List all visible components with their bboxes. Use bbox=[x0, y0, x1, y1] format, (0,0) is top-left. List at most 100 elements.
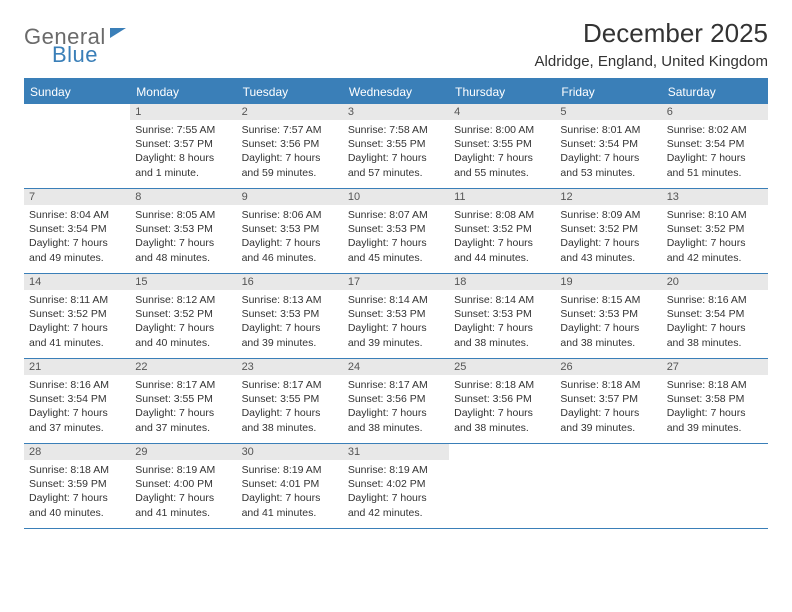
page-header: General December 2025 Aldridge, England,… bbox=[24, 18, 768, 70]
day-sunrise: Sunrise: 8:07 AM bbox=[348, 208, 444, 222]
day-cell: 25Sunrise: 8:18 AMSunset: 3:56 PMDayligh… bbox=[449, 359, 555, 443]
day-cell: 8Sunrise: 8:05 AMSunset: 3:53 PMDaylight… bbox=[130, 189, 236, 273]
day-number: 2 bbox=[237, 104, 343, 120]
day-sunrise: Sunrise: 8:15 AM bbox=[560, 293, 656, 307]
day-sunrise: Sunrise: 8:08 AM bbox=[454, 208, 550, 222]
day-number: 18 bbox=[449, 274, 555, 290]
day-header-thu: Thursday bbox=[449, 80, 555, 104]
day-body: Sunrise: 8:19 AMSunset: 4:02 PMDaylight:… bbox=[343, 460, 449, 525]
day-sunset: Sunset: 3:56 PM bbox=[454, 392, 550, 406]
day-sunset: Sunset: 3:52 PM bbox=[560, 222, 656, 236]
day-cell: 9Sunrise: 8:06 AMSunset: 3:53 PMDaylight… bbox=[237, 189, 343, 273]
day-sunrise: Sunrise: 7:58 AM bbox=[348, 123, 444, 137]
day-sunrise: Sunrise: 8:18 AM bbox=[29, 463, 125, 477]
day-dl2: and 59 minutes. bbox=[242, 166, 338, 180]
day-dl1: Daylight: 7 hours bbox=[242, 321, 338, 335]
day-dl1: Daylight: 8 hours bbox=[135, 151, 231, 165]
day-dl2: and 38 minutes. bbox=[348, 421, 444, 435]
day-sunset: Sunset: 3:54 PM bbox=[667, 307, 763, 321]
day-number: 6 bbox=[662, 104, 768, 120]
day-dl2: and 39 minutes. bbox=[242, 336, 338, 350]
day-cell: . bbox=[555, 444, 661, 528]
day-cell: 29Sunrise: 8:19 AMSunset: 4:00 PMDayligh… bbox=[130, 444, 236, 528]
day-dl2: and 1 minute. bbox=[135, 166, 231, 180]
day-sunrise: Sunrise: 8:18 AM bbox=[667, 378, 763, 392]
day-dl1: Daylight: 7 hours bbox=[667, 236, 763, 250]
day-cell: 31Sunrise: 8:19 AMSunset: 4:02 PMDayligh… bbox=[343, 444, 449, 528]
day-sunset: Sunset: 3:55 PM bbox=[242, 392, 338, 406]
day-sunrise: Sunrise: 8:16 AM bbox=[667, 293, 763, 307]
day-cell: 28Sunrise: 8:18 AMSunset: 3:59 PMDayligh… bbox=[24, 444, 130, 528]
day-number: 3 bbox=[343, 104, 449, 120]
day-dl1: Daylight: 7 hours bbox=[454, 151, 550, 165]
day-cell: 6Sunrise: 8:02 AMSunset: 3:54 PMDaylight… bbox=[662, 104, 768, 188]
day-cell: 16Sunrise: 8:13 AMSunset: 3:53 PMDayligh… bbox=[237, 274, 343, 358]
day-cell: 4Sunrise: 8:00 AMSunset: 3:55 PMDaylight… bbox=[449, 104, 555, 188]
day-sunset: Sunset: 3:57 PM bbox=[135, 137, 231, 151]
day-sunset: Sunset: 3:55 PM bbox=[454, 137, 550, 151]
day-dl1: Daylight: 7 hours bbox=[242, 236, 338, 250]
day-sunset: Sunset: 3:57 PM bbox=[560, 392, 656, 406]
day-sunrise: Sunrise: 8:17 AM bbox=[348, 378, 444, 392]
day-cell: 14Sunrise: 8:11 AMSunset: 3:52 PMDayligh… bbox=[24, 274, 130, 358]
day-number: 30 bbox=[237, 444, 343, 460]
day-cell: 15Sunrise: 8:12 AMSunset: 3:52 PMDayligh… bbox=[130, 274, 236, 358]
day-dl1: Daylight: 7 hours bbox=[667, 151, 763, 165]
day-header-mon: Monday bbox=[130, 80, 236, 104]
day-dl1: Daylight: 7 hours bbox=[135, 321, 231, 335]
day-cell: 17Sunrise: 8:14 AMSunset: 3:53 PMDayligh… bbox=[343, 274, 449, 358]
day-number: 26 bbox=[555, 359, 661, 375]
day-cell: 27Sunrise: 8:18 AMSunset: 3:58 PMDayligh… bbox=[662, 359, 768, 443]
day-cell: 30Sunrise: 8:19 AMSunset: 4:01 PMDayligh… bbox=[237, 444, 343, 528]
day-sunset: Sunset: 3:54 PM bbox=[560, 137, 656, 151]
day-sunrise: Sunrise: 8:19 AM bbox=[135, 463, 231, 477]
logo-text-2: Blue bbox=[52, 42, 98, 67]
day-dl1: Daylight: 7 hours bbox=[560, 151, 656, 165]
day-sunset: Sunset: 4:02 PM bbox=[348, 477, 444, 491]
day-sunset: Sunset: 3:53 PM bbox=[348, 307, 444, 321]
day-sunrise: Sunrise: 7:57 AM bbox=[242, 123, 338, 137]
page-subtitle: Aldridge, England, United Kingdom bbox=[535, 53, 768, 70]
day-dl2: and 41 minutes. bbox=[135, 506, 231, 520]
day-dl2: and 42 minutes. bbox=[667, 251, 763, 265]
day-header-tue: Tuesday bbox=[237, 80, 343, 104]
day-sunrise: Sunrise: 8:00 AM bbox=[454, 123, 550, 137]
day-sunrise: Sunrise: 8:12 AM bbox=[135, 293, 231, 307]
day-sunrise: Sunrise: 7:55 AM bbox=[135, 123, 231, 137]
day-dl2: and 46 minutes. bbox=[242, 251, 338, 265]
day-body: Sunrise: 8:06 AMSunset: 3:53 PMDaylight:… bbox=[237, 205, 343, 270]
day-sunset: Sunset: 3:59 PM bbox=[29, 477, 125, 491]
day-header-sat: Saturday bbox=[662, 80, 768, 104]
day-sunrise: Sunrise: 8:14 AM bbox=[454, 293, 550, 307]
day-header-fri: Friday bbox=[555, 80, 661, 104]
day-body: Sunrise: 8:17 AMSunset: 3:55 PMDaylight:… bbox=[130, 375, 236, 440]
day-sunset: Sunset: 3:53 PM bbox=[135, 222, 231, 236]
day-sunrise: Sunrise: 8:13 AM bbox=[242, 293, 338, 307]
day-dl1: Daylight: 7 hours bbox=[667, 321, 763, 335]
day-number: 16 bbox=[237, 274, 343, 290]
day-dl2: and 38 minutes. bbox=[242, 421, 338, 435]
day-body: Sunrise: 7:57 AMSunset: 3:56 PMDaylight:… bbox=[237, 120, 343, 185]
day-body: Sunrise: 8:17 AMSunset: 3:56 PMDaylight:… bbox=[343, 375, 449, 440]
day-body: Sunrise: 8:15 AMSunset: 3:53 PMDaylight:… bbox=[555, 290, 661, 355]
day-dl2: and 55 minutes. bbox=[454, 166, 550, 180]
day-cell: 2Sunrise: 7:57 AMSunset: 3:56 PMDaylight… bbox=[237, 104, 343, 188]
day-number: 20 bbox=[662, 274, 768, 290]
day-number: 11 bbox=[449, 189, 555, 205]
day-sunset: Sunset: 3:52 PM bbox=[29, 307, 125, 321]
day-sunrise: Sunrise: 8:16 AM bbox=[29, 378, 125, 392]
day-sunset: Sunset: 3:54 PM bbox=[29, 392, 125, 406]
day-sunrise: Sunrise: 8:06 AM bbox=[242, 208, 338, 222]
day-number: 29 bbox=[130, 444, 236, 460]
day-dl2: and 38 minutes. bbox=[454, 421, 550, 435]
day-body: Sunrise: 8:00 AMSunset: 3:55 PMDaylight:… bbox=[449, 120, 555, 185]
day-number: 10 bbox=[343, 189, 449, 205]
day-sunset: Sunset: 3:55 PM bbox=[348, 137, 444, 151]
day-number: 28 bbox=[24, 444, 130, 460]
day-number: 4 bbox=[449, 104, 555, 120]
day-dl2: and 40 minutes. bbox=[135, 336, 231, 350]
day-body: Sunrise: 7:58 AMSunset: 3:55 PMDaylight:… bbox=[343, 120, 449, 185]
day-dl2: and 38 minutes. bbox=[560, 336, 656, 350]
day-body: Sunrise: 8:19 AMSunset: 4:00 PMDaylight:… bbox=[130, 460, 236, 525]
title-block: December 2025 Aldridge, England, United … bbox=[535, 18, 768, 70]
